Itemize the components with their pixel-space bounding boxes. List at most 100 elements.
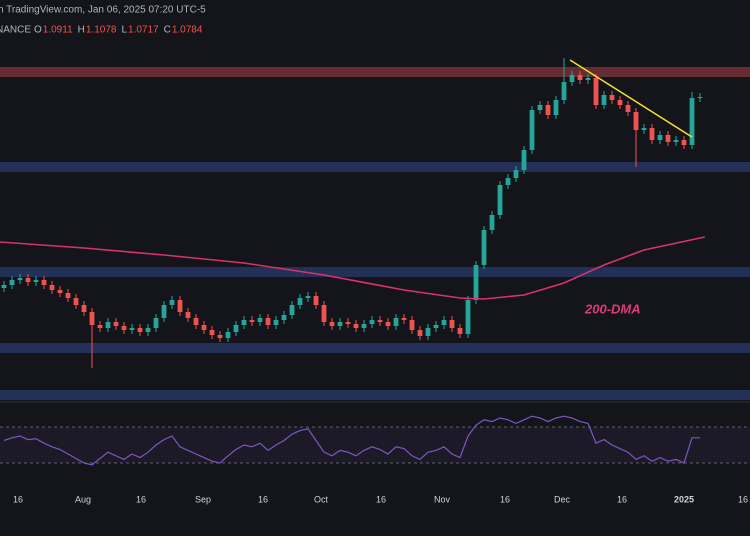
- candle-body: [321, 305, 327, 322]
- candle-body: [377, 320, 383, 322]
- candle-body: [33, 280, 39, 282]
- candle-body: [473, 265, 479, 300]
- x-tick-label: 16: [376, 494, 386, 504]
- candle-body: [49, 285, 55, 290]
- candle-body: [641, 128, 647, 130]
- rsi-line: [3, 415, 700, 466]
- candle-body: [17, 278, 23, 280]
- candle-body: [553, 100, 559, 115]
- candle-body: [481, 230, 487, 265]
- candle-body: [153, 318, 159, 328]
- candle-body: [273, 320, 279, 325]
- candle-body: [497, 185, 503, 215]
- candle-body: [281, 315, 287, 320]
- candle-body: [665, 135, 671, 142]
- candle-body: [113, 322, 119, 326]
- candle-body: [161, 305, 167, 318]
- candle-body: [41, 280, 47, 285]
- ohlc-key: C: [164, 25, 171, 36]
- candle-body: [97, 325, 103, 328]
- candle-body: [361, 324, 367, 328]
- candle-body: [689, 98, 695, 145]
- candle-body: [65, 293, 71, 298]
- candle-body: [73, 298, 79, 305]
- candle-body: [329, 322, 335, 326]
- candle-body: [401, 318, 407, 320]
- ohlc-value: 1.0717: [128, 25, 159, 36]
- x-tick-label: 16: [500, 494, 510, 504]
- x-tick-label: Oct: [314, 494, 329, 504]
- level-zone: [0, 67, 750, 77]
- candle-body: [561, 82, 567, 100]
- candle-body: [457, 328, 463, 334]
- candle-body: [465, 300, 471, 334]
- source-line: n TradingView.com, Jan 06, 2025 07:20 UT…: [0, 5, 206, 16]
- candle-body: [369, 320, 375, 324]
- candle-body: [617, 100, 623, 105]
- candle-body: [25, 278, 31, 282]
- candle-body: [265, 318, 271, 325]
- candle-body: [633, 112, 639, 130]
- candle-body: [417, 330, 423, 336]
- candle-body: [697, 97, 703, 98]
- candle-body: [9, 280, 15, 285]
- level-zone: [0, 390, 750, 400]
- x-tick-label: 16: [13, 494, 23, 504]
- candle-body: [513, 170, 519, 178]
- candle-body: [521, 150, 527, 170]
- candle-body: [393, 318, 399, 326]
- ohlc-key: O: [34, 25, 42, 36]
- candle-body: [257, 318, 263, 322]
- candle-body: [505, 178, 511, 185]
- candle-body: [185, 312, 191, 318]
- candle-body: [105, 322, 111, 328]
- candle-body: [313, 296, 319, 305]
- candle-body: [233, 325, 239, 332]
- candle-body: [305, 296, 311, 298]
- candle-body: [241, 320, 247, 325]
- candle-body: [409, 320, 415, 330]
- ohlc-value: 1.0911: [43, 25, 73, 36]
- x-tick-label: Nov: [434, 494, 451, 504]
- ohlc-key: L: [121, 25, 127, 36]
- candle-body: [129, 328, 135, 330]
- x-tick-label: 16: [258, 494, 268, 504]
- x-tick-label: Sep: [195, 494, 211, 504]
- candle-body: [297, 298, 303, 305]
- candle-body: [649, 128, 655, 140]
- candle-body: [609, 95, 615, 100]
- candle-body: [449, 320, 455, 328]
- candle-body: [577, 75, 583, 80]
- candle-body: [89, 312, 95, 325]
- candle-body: [441, 320, 447, 325]
- x-tick-label: 16: [617, 494, 627, 504]
- candle-body: [529, 110, 535, 150]
- candle-body: [657, 135, 663, 140]
- candle-body: [193, 318, 199, 325]
- candle-body: [209, 330, 215, 335]
- candle-body: [545, 105, 551, 115]
- candle-body: [249, 320, 255, 322]
- candle-body: [177, 300, 183, 312]
- candle-body: [489, 215, 495, 230]
- candle-body: [145, 328, 151, 332]
- x-tick-label: Aug: [75, 494, 91, 504]
- level-zone: [0, 267, 750, 277]
- candle-body: [289, 305, 295, 315]
- candle-body: [425, 328, 431, 336]
- candle-body: [81, 305, 87, 312]
- candle-body: [593, 78, 599, 105]
- candle-body: [225, 332, 231, 338]
- candle-body: [1, 285, 7, 288]
- x-tick-label: Dec: [554, 494, 571, 504]
- candle-body: [217, 335, 223, 338]
- x-tick-label: 16: [136, 494, 146, 504]
- candle-body: [385, 322, 391, 326]
- level-zone: [0, 343, 750, 353]
- candle-body: [337, 322, 343, 326]
- level-zone: [0, 162, 750, 172]
- candle-body: [201, 325, 207, 330]
- candle-body: [345, 322, 351, 324]
- candle-body: [537, 105, 543, 110]
- x-tick-label: 16: [738, 494, 748, 504]
